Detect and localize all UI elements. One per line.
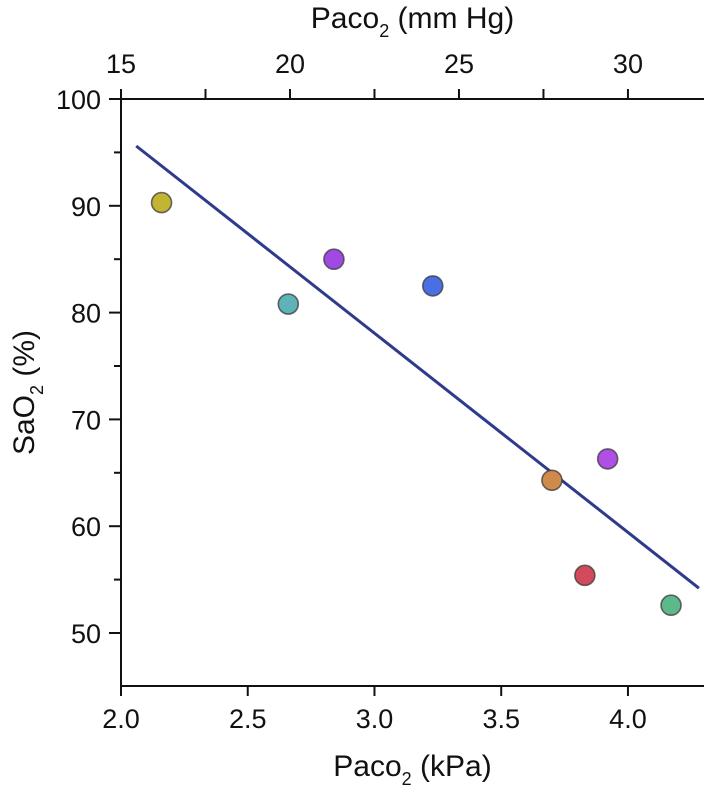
top-tick-label: 20 [275, 49, 305, 79]
axes-group [120, 98, 704, 687]
top-axis-title: Paco2 (mm Hg) [311, 2, 514, 41]
points-group [150, 191, 682, 617]
y-axis-title: SaO2 (%) [8, 330, 47, 455]
data-point [323, 248, 345, 271]
x-axis-title: Paco2 (kPa) [333, 750, 491, 789]
x-axis-title-suffix: (kPa) [412, 750, 492, 783]
x-tick-label: 3.0 [356, 704, 394, 734]
regression-line [135, 144, 700, 590]
ticks-group: 2.0 2.5 3.0 3.5 4.0 15 20 25 30 50 60 70 80 90 100 [56, 49, 647, 734]
y-tick-label: 60 [71, 512, 101, 542]
data-point [541, 469, 563, 492]
top-tick-label: 15 [106, 49, 136, 79]
top-tick-label: 30 [613, 49, 643, 79]
x-axis-title-prefix: Paco [333, 750, 401, 783]
data-point [660, 594, 682, 617]
y-tick-label: 70 [71, 405, 101, 435]
x-tick-label: 4.0 [609, 704, 647, 734]
regression-group [135, 144, 700, 590]
data-point [596, 448, 619, 470]
y-tick-label: 80 [71, 299, 101, 329]
y-axis-title-prefix: SaO [8, 395, 41, 455]
top-axis-title-suffix: (mm Hg) [389, 2, 514, 35]
data-point [421, 275, 444, 297]
data-point [277, 293, 300, 315]
top-tick-label: 25 [444, 49, 474, 79]
y-tick-label: 50 [71, 619, 101, 649]
y-tick-label: 100 [56, 85, 101, 115]
x-tick-label: 2.5 [229, 704, 267, 734]
y-axis-title-suffix: (%) [8, 330, 41, 385]
x-tick-label: 3.5 [482, 704, 520, 734]
top-axis-title-subscript: 2 [379, 21, 389, 41]
data-point [574, 564, 596, 587]
y-axis-title-subscript: 2 [27, 385, 47, 395]
data-point [150, 191, 173, 214]
y-tick-label: 90 [71, 192, 101, 222]
x-tick-label: 2.0 [102, 704, 140, 734]
top-axis-title-prefix: Paco [311, 2, 379, 35]
x-axis-title-subscript: 2 [402, 769, 412, 789]
